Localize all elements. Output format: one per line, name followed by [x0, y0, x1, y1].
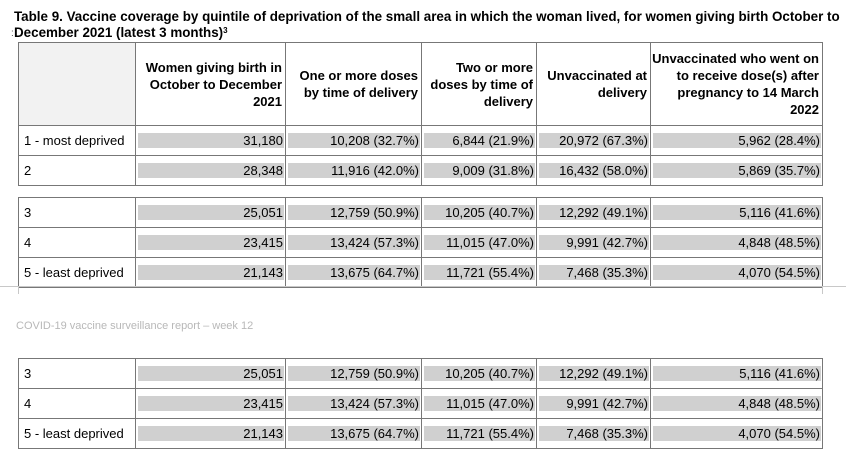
table-cell: 4,070 (54.5%): [650, 418, 823, 449]
table-cell: 12,759 (50.9%): [285, 358, 422, 389]
table-cell: 12,292 (49.1%): [536, 197, 651, 228]
coverage-table-top: Women giving birth in October to Decembe…: [18, 42, 823, 186]
row-label: 3: [18, 358, 136, 389]
table-cell: 9,991 (42.7%): [536, 388, 651, 419]
table-cell: 13,424 (57.3%): [285, 227, 422, 258]
table-cell: 12,292 (49.1%): [536, 358, 651, 389]
table-cell: 25,051: [135, 197, 286, 228]
table-cell: 4,848 (48.5%): [650, 388, 823, 419]
table-row: 4 23,415 13,424 (57.3%) 11,015 (47.0%) 9…: [18, 227, 823, 258]
table-cell: 21,143: [135, 257, 286, 288]
table-title: Table 9. Vaccine coverage by quintile of…: [14, 9, 840, 40]
coverage-table-middle: 3 25,051 12,759 (50.9%) 10,205 (40.7%) 1…: [18, 197, 823, 288]
table-cell: 13,675 (64.7%): [285, 257, 422, 288]
table-row: 3 25,051 12,759 (50.9%) 10,205 (40.7%) 1…: [18, 197, 823, 228]
table-cell: 5,962 (28.4%): [650, 125, 823, 156]
table-cell: 13,424 (57.3%): [285, 388, 422, 419]
table-cell: 10,208 (32.7%): [285, 125, 422, 156]
table-cell: 28,348: [135, 155, 286, 186]
table-header-row: Women giving birth in October to Decembe…: [18, 42, 823, 126]
row-label: 5 - least deprived: [18, 257, 136, 288]
table-cell: 11,015 (47.0%): [421, 227, 537, 258]
page-corner-mark: [822, 286, 823, 294]
table-cell: 4,848 (48.5%): [650, 227, 823, 258]
table-cell: 9,991 (42.7%): [536, 227, 651, 258]
table-row: 1 - most deprived 31,180 10,208 (32.7%) …: [18, 125, 823, 156]
table-cell: 11,916 (42.0%): [285, 155, 422, 186]
table-cell: 23,415: [135, 388, 286, 419]
table-cell: 21,143: [135, 418, 286, 449]
header-corner-cell: [18, 42, 136, 126]
row-label: 2: [18, 155, 136, 186]
page-corner-mark: [18, 286, 19, 294]
table-cell: 6,844 (21.9%): [421, 125, 537, 156]
table-cell: 5,116 (41.6%): [650, 197, 823, 228]
table-row: 5 - least deprived 21,143 13,675 (64.7%)…: [18, 257, 823, 288]
header-one-or-more-doses: One or more doses by time of delivery: [285, 42, 422, 126]
row-label: 4: [18, 227, 136, 258]
header-women-giving-birth: Women giving birth in October to Decembe…: [135, 42, 286, 126]
page-footer: COVID-19 vaccine surveillance report – w…: [16, 320, 254, 332]
table-cell: 10,205 (40.7%): [421, 358, 537, 389]
table-cell: 5,116 (41.6%): [650, 358, 823, 389]
table-cell: 5,869 (35.7%): [650, 155, 823, 186]
row-label: 3: [18, 197, 136, 228]
row-label: 5 - least deprived: [18, 418, 136, 449]
table-cell: 25,051: [135, 358, 286, 389]
table-row: 5 - least deprived 21,143 13,675 (64.7%)…: [18, 418, 823, 449]
table-cell: 23,415: [135, 227, 286, 258]
table-cell: 16,432 (58.0%): [536, 155, 651, 186]
header-vaccinated-after-pregnancy: Unvaccinated who went on to receive dose…: [650, 42, 823, 126]
table-cell: 20,972 (67.3%): [536, 125, 651, 156]
header-two-or-more-doses: Two or more doses by time of delivery: [421, 42, 537, 126]
table-cell: 12,759 (50.9%): [285, 197, 422, 228]
table-row: 4 23,415 13,424 (57.3%) 11,015 (47.0%) 9…: [18, 388, 823, 419]
table-row: 2 28,348 11,916 (42.0%) 9,009 (31.8%) 16…: [18, 155, 823, 186]
table-cell: 11,015 (47.0%): [421, 388, 537, 419]
table-cell: 31,180: [135, 125, 286, 156]
table-row: 3 25,051 12,759 (50.9%) 10,205 (40.7%) 1…: [18, 358, 823, 389]
row-label: 1 - most deprived: [18, 125, 136, 156]
table-cell: 11,721 (55.4%): [421, 418, 537, 449]
table-cell: 4,070 (54.5%): [650, 257, 823, 288]
text-cursor-marker: :: [11, 28, 14, 39]
coverage-table-bottom: 3 25,051 12,759 (50.9%) 10,205 (40.7%) 1…: [18, 358, 823, 449]
row-label: 4: [18, 388, 136, 419]
table-cell: 10,205 (40.7%): [421, 197, 537, 228]
header-unvaccinated-at-delivery: Unvaccinated at delivery: [536, 42, 651, 126]
table-cell: 7,468 (35.3%): [536, 418, 651, 449]
table-cell: 9,009 (31.8%): [421, 155, 537, 186]
page-break-line: [0, 286, 846, 287]
table-cell: 11,721 (55.4%): [421, 257, 537, 288]
table-cell: 13,675 (64.7%): [285, 418, 422, 449]
table-cell: 7,468 (35.3%): [536, 257, 651, 288]
